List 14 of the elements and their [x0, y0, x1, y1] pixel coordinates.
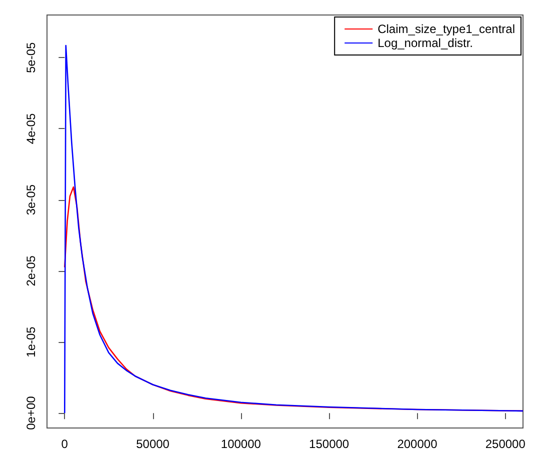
y-tick-label: 3e-05 — [24, 184, 38, 216]
y-tick-label: 0e+00 — [24, 396, 38, 430]
x-tick-label: 250000 — [485, 437, 526, 451]
legend-label: Log_normal_distr. — [378, 36, 473, 50]
x-tick-label: 100000 — [220, 437, 262, 451]
x-tick-label: 200000 — [397, 437, 438, 451]
legend-label: Claim_size_type1_central — [378, 22, 516, 36]
y-tick-label: 2e-05 — [24, 255, 38, 286]
x-tick-label: 0 — [61, 437, 68, 451]
y-tick-label: 5e-05 — [24, 42, 38, 73]
x-tick-label: 50000 — [136, 437, 170, 451]
y-tick-label: 1e-05 — [24, 326, 38, 358]
y-tick-label: 4e-05 — [24, 113, 38, 144]
x-tick-label: 150000 — [309, 437, 350, 451]
